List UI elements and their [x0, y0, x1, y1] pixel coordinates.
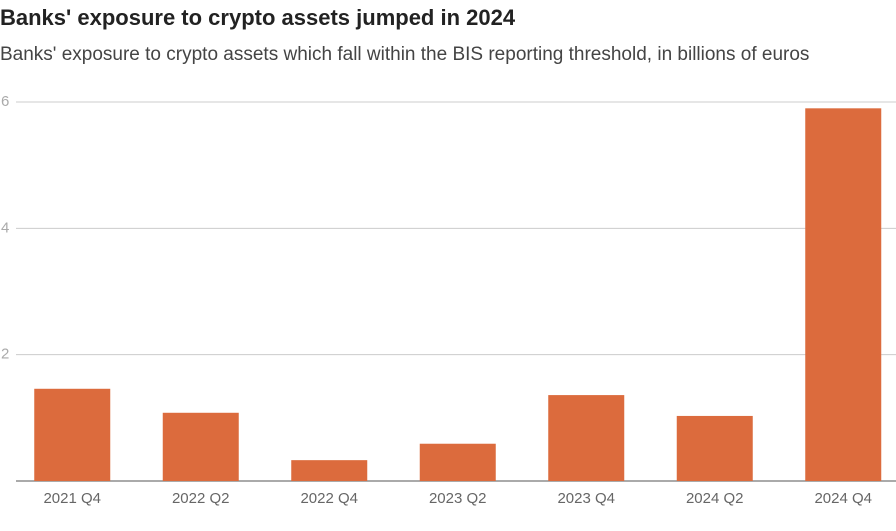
chart-subtitle: Banks' exposure to crypto assets which f…	[0, 44, 809, 65]
x-tick-label: 2022 Q2	[172, 490, 230, 507]
y-tick-label: 6	[1, 93, 9, 110]
x-tick-label: 2022 Q4	[300, 490, 358, 507]
y-tick-label: 2	[1, 346, 9, 363]
bar	[548, 395, 625, 481]
x-tick-label: 2021 Q4	[43, 490, 101, 507]
x-tick-label: 2023 Q2	[429, 490, 487, 507]
bar	[34, 388, 111, 481]
x-tick-label: 2024 Q4	[814, 490, 872, 507]
x-tick-label: 2023 Q4	[557, 490, 615, 507]
x-tick-label: 2024 Q2	[686, 490, 744, 507]
chart-title: Banks' exposure to crypto assets jumped …	[0, 5, 516, 30]
bar	[162, 412, 239, 481]
bar	[676, 415, 753, 481]
bar	[291, 460, 368, 481]
y-tick-label: 4	[1, 219, 9, 236]
bar	[805, 108, 882, 482]
bar	[419, 443, 496, 481]
